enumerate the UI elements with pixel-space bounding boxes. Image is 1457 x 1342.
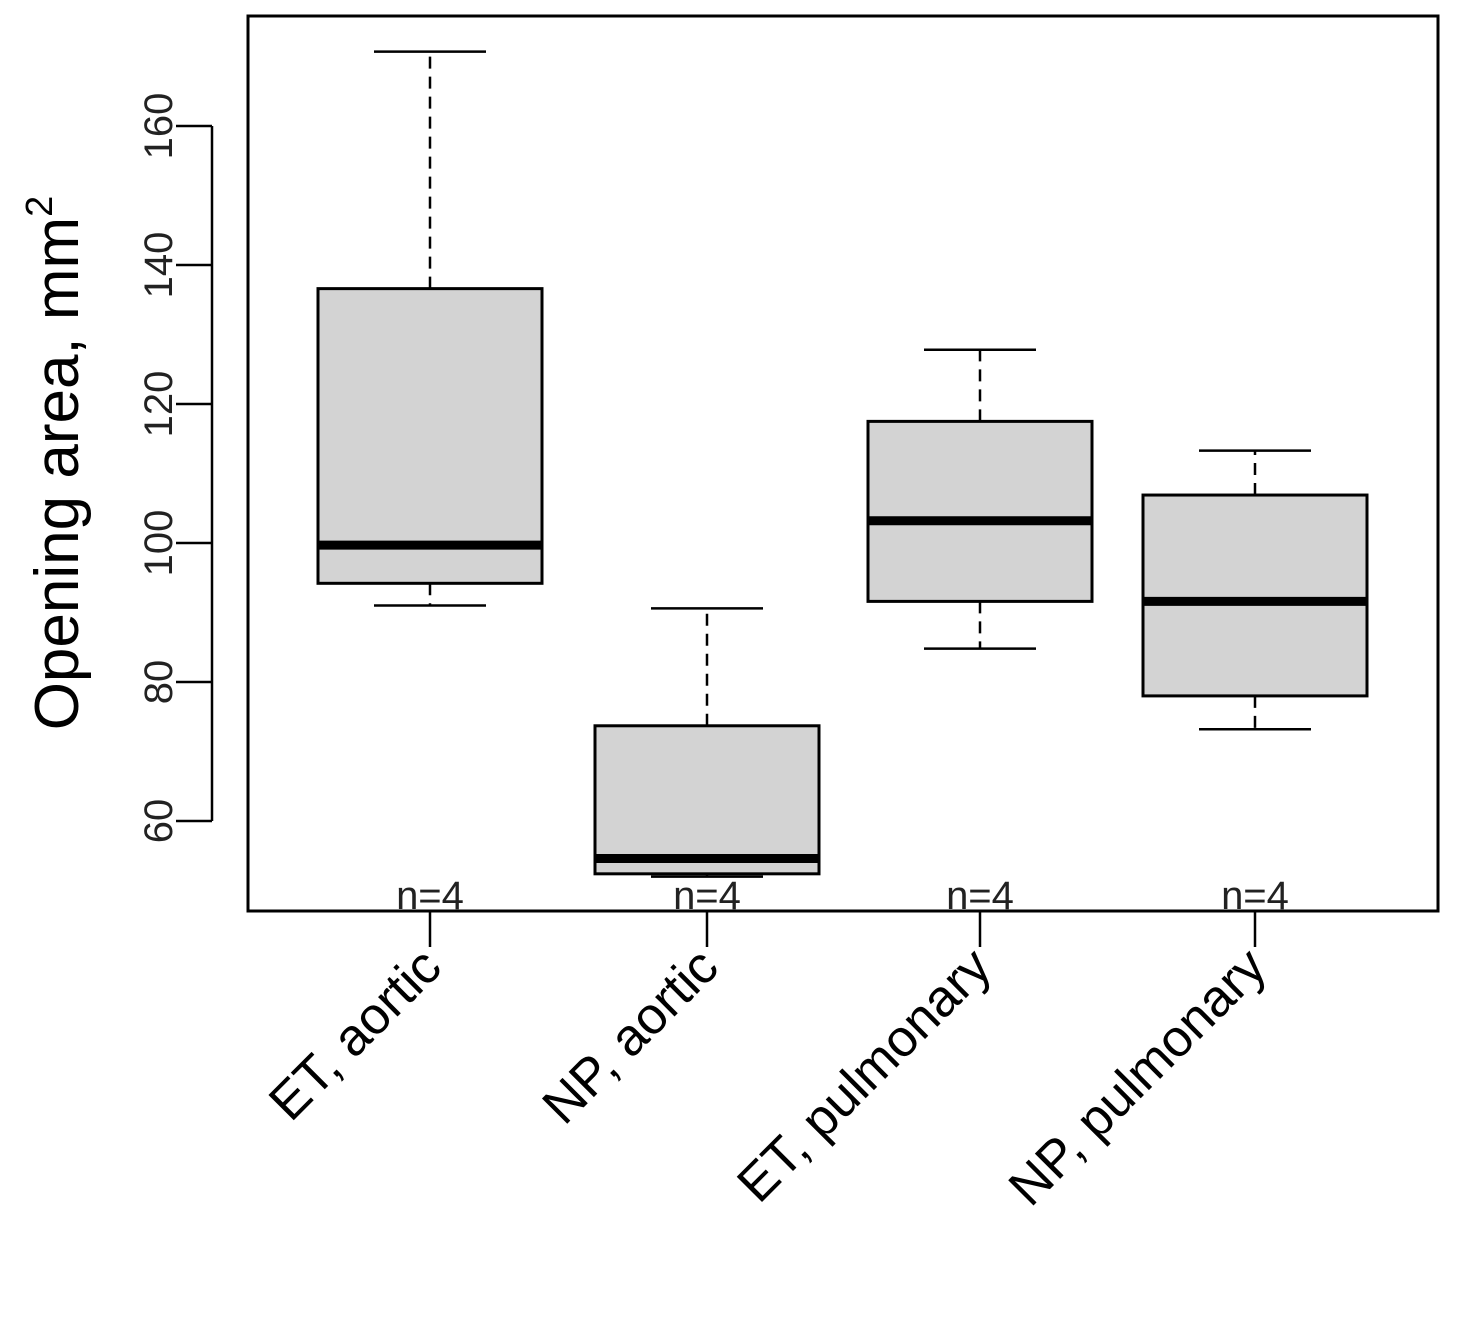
sample-size-label: n=4 [1221, 874, 1289, 918]
y-tick-label: 60 [137, 799, 181, 844]
box-group-3: n=4 [866, 348, 1094, 918]
iqr-box [593, 724, 821, 876]
y-axis-label-superscript: 2 [19, 196, 61, 217]
y-tick-label: 120 [137, 371, 181, 438]
iqr-box [1141, 493, 1369, 698]
boxes-layer: n=4 n=4 n=4 n=4 [316, 50, 1369, 918]
box-group-2: n=4 [593, 607, 821, 918]
x-tick-label: ET, pulmonary [726, 937, 1002, 1213]
y-tick-label: 140 [137, 232, 181, 299]
y-tick-label: 160 [137, 93, 181, 160]
y-tick-label: 100 [137, 510, 181, 577]
x-tick-label: ET, aortic [258, 937, 452, 1131]
y-axis-label: Opening area, mm2 [19, 196, 92, 731]
sample-size-label: n=4 [946, 874, 1014, 918]
x-tick-label: NP, pulmonary [998, 937, 1277, 1216]
y-axis: 60 80 100 120 140 160 [137, 93, 214, 844]
box-group-1: n=4 [316, 50, 544, 918]
plot-frame [246, 14, 1440, 913]
iqr-box [866, 419, 1094, 603]
sample-size-label: n=4 [673, 874, 741, 918]
sample-size-label: n=4 [396, 874, 464, 918]
iqr-box [316, 287, 544, 585]
x-tick-label: NP, aortic [532, 937, 730, 1135]
y-tick-label: 80 [137, 660, 181, 705]
box-group-4: n=4 [1141, 449, 1369, 918]
y-axis-label-main: Opening area, mm [23, 217, 92, 730]
